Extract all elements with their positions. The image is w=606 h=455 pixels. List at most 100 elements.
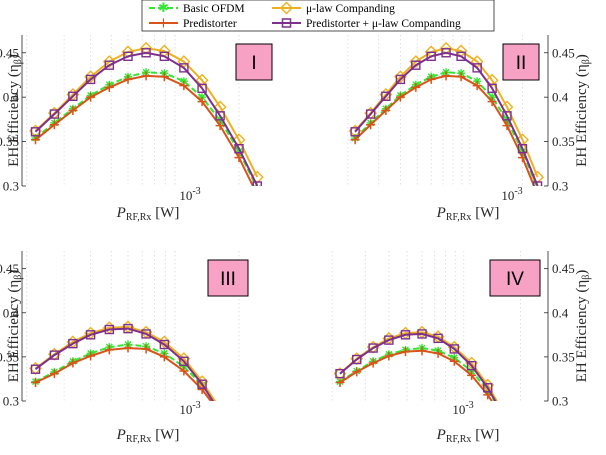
point-predist	[400, 347, 410, 357]
y-tick-label: 0.3	[552, 394, 568, 409]
point-combo	[159, 51, 170, 62]
point-combo	[68, 338, 78, 349]
panel-badge	[235, 43, 273, 81]
series-line-mulaw	[34, 325, 217, 401]
point-predist	[216, 409, 225, 418]
y-tick-label: 0.35	[552, 349, 575, 364]
y-tick-label: 0.4	[3, 90, 20, 105]
point-combo	[517, 143, 528, 154]
point-predist	[86, 92, 96, 102]
point-mulaw	[215, 403, 226, 414]
series-line-combo	[354, 51, 539, 186]
point-combo	[49, 350, 60, 360]
y-tick-label: 0.45	[0, 261, 19, 276]
point-predist	[456, 72, 466, 82]
point-combo	[400, 330, 411, 340]
point-predist	[123, 74, 133, 84]
y-tick-label: 0.3	[3, 394, 19, 409]
y-tick-label: 0.3	[552, 179, 568, 194]
y-axis-label: EH Efficiency (ηβ)	[574, 54, 592, 167]
x-tick-label: 10-3	[179, 186, 200, 203]
point-predist	[86, 351, 96, 361]
point-combo	[30, 127, 41, 137]
point-combo	[197, 379, 207, 389]
point-combo	[104, 60, 115, 70]
point-combo	[104, 324, 115, 335]
legend-label-basic: Basic OFDM	[183, 3, 245, 15]
point-basic	[518, 147, 527, 156]
y-tick-label: 0.3	[3, 179, 19, 194]
point-predist	[426, 74, 436, 84]
point-mulaw	[515, 441, 526, 452]
legend-marker-basic: ✱	[158, 1, 169, 16]
point-combo	[252, 181, 263, 186]
point-combo	[352, 354, 362, 365]
point-mulaw	[102, 55, 116, 69]
point-basic	[216, 405, 224, 413]
panel-badge-label: IV	[506, 269, 524, 290]
panel-badge-label: III	[220, 269, 236, 290]
x-tick-exponent: -3	[192, 186, 200, 197]
panel-badge-label: II	[516, 53, 527, 74]
x-axis-label: PRF,Rx [W]	[116, 427, 180, 445]
point-predist	[384, 351, 394, 361]
y-tick-label: 0.35	[0, 349, 19, 364]
point-combo	[235, 440, 243, 448]
point-combo	[179, 63, 189, 73]
point-combo	[85, 330, 96, 340]
point-basic	[500, 411, 508, 419]
point-combo	[123, 51, 133, 62]
point-predist	[179, 81, 189, 91]
point-basic	[516, 440, 524, 448]
point-combo	[516, 445, 524, 453]
legend-marker-mulaw	[279, 1, 294, 15]
series-line-predist	[339, 349, 493, 401]
point-mulaw	[195, 73, 209, 87]
point-predist	[253, 190, 262, 199]
point-predist	[49, 120, 59, 130]
point-predist	[104, 82, 114, 92]
point-combo	[30, 364, 41, 374]
y-tick-label: 0.35	[0, 134, 19, 149]
point-combo	[141, 329, 151, 339]
panel-badge	[207, 259, 249, 297]
point-predist	[368, 358, 378, 368]
point-predist	[141, 71, 151, 81]
point-predist	[159, 72, 169, 82]
point-combo	[216, 408, 224, 416]
point-predist	[141, 344, 151, 354]
y-tick-label: 0.35	[552, 134, 575, 149]
x-tick-exponent: -3	[192, 400, 200, 411]
point-mulaw	[498, 408, 509, 419]
point-combo	[123, 323, 133, 334]
legend-item-combo: Predistorter + μ-law Companding	[272, 18, 461, 30]
point-predist	[417, 346, 427, 356]
legend-label-predist: Predistorter	[183, 18, 237, 30]
point-combo	[449, 344, 459, 354]
legend-item-predist: + Predistorter	[149, 16, 237, 32]
point-predist	[49, 369, 59, 379]
point-combo	[502, 111, 512, 121]
x-axis-label: PRF,Rx [W]	[436, 427, 500, 445]
point-predist	[449, 356, 459, 366]
point-combo	[49, 109, 60, 119]
legend-item-basic: ✱ Basic OFDM	[149, 1, 245, 16]
point-mulaw	[233, 435, 244, 446]
series-line-predist	[35, 347, 213, 401]
point-predist	[366, 120, 376, 130]
y-axis-label: EH Efficiency (ηβ)	[574, 270, 592, 383]
series-group	[348, 41, 545, 186]
x-tick-exponent: -3	[514, 186, 522, 197]
point-predist	[234, 436, 243, 445]
panel-badge	[502, 43, 540, 81]
point-predist	[487, 97, 497, 107]
series-group	[29, 320, 244, 448]
y-tick-label: 0.4	[552, 305, 569, 320]
point-combo	[483, 383, 493, 393]
y-axis-label: EH Efficiency (ηβ)	[6, 54, 24, 167]
legend-marker-combo	[281, 18, 292, 28]
point-combo	[441, 48, 451, 58]
point-predist	[467, 370, 477, 380]
